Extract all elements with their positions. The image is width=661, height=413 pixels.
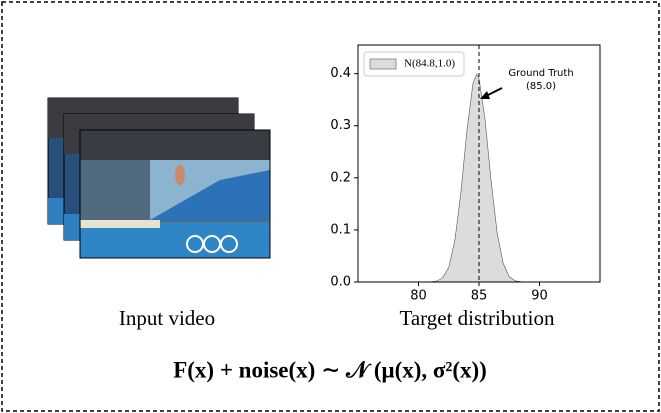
formula: F(x) + noise(x) ∼ 𝒩 (μ(x), σ²(x)) (173, 357, 487, 382)
y-tick-label: 0.2 (330, 170, 351, 185)
video-frames (48, 98, 270, 258)
x-tick-label: 90 (531, 289, 548, 304)
y-tick-label: 0.4 (330, 66, 351, 81)
x-tick-label: 85 (471, 289, 488, 304)
legend-swatch (370, 59, 396, 69)
y-tick-label: 0.1 (330, 222, 351, 237)
figure: Input video Target distribution F(x) + n… (0, 0, 661, 413)
ground-truth-value: (85.0) (526, 81, 556, 92)
x-tick-label: 80 (410, 289, 427, 304)
y-tick-label: 0.0 (330, 275, 351, 290)
chart-caption: Target distribution (399, 306, 555, 330)
video-caption: Input video (119, 306, 215, 330)
y-tick-label: 0.3 (330, 118, 351, 133)
legend-label: N(84.8,1.0) (404, 58, 455, 70)
ground-truth-label: Ground Truth (508, 68, 573, 79)
